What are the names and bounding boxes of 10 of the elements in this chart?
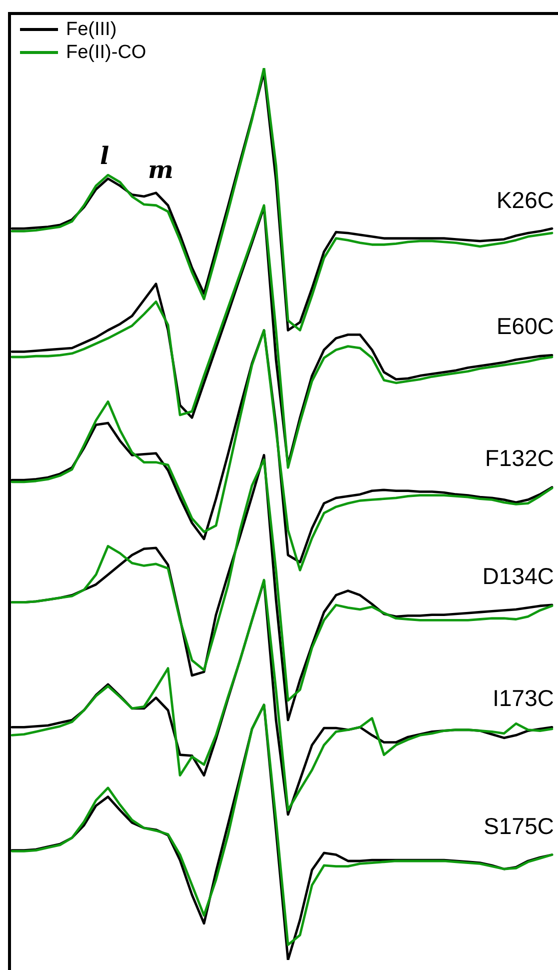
annotation: D134C xyxy=(482,562,554,590)
annotation: K26C xyxy=(496,186,554,214)
annotation: m xyxy=(148,154,174,184)
annotation: F132C xyxy=(484,445,554,472)
annotation: I173C xyxy=(492,685,554,712)
legend-label: Fe(II)-CO xyxy=(66,41,146,64)
annotation: S175C xyxy=(484,812,554,840)
annotation: l xyxy=(100,140,110,170)
legend-label: Fe(III) xyxy=(66,18,117,41)
annotation: E60C xyxy=(496,313,554,340)
